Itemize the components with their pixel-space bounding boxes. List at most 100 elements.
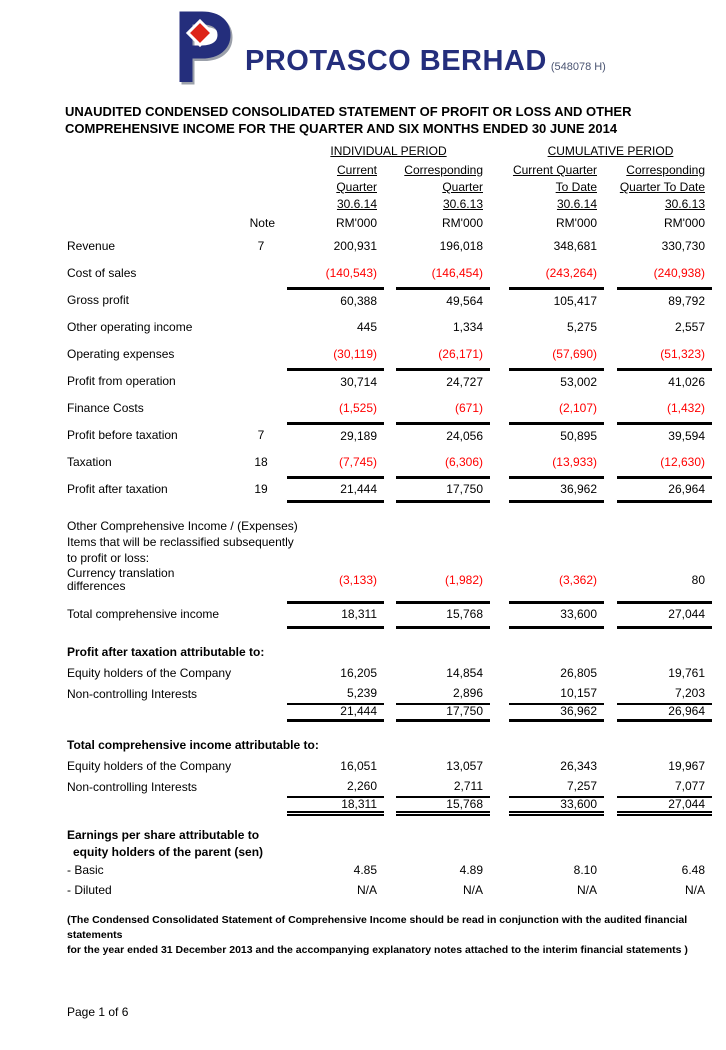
value-cell-c3: (13,933) bbox=[552, 454, 597, 469]
note-value: 7 bbox=[257, 238, 265, 253]
company-name: PROTASCO BERHAD bbox=[245, 45, 547, 77]
row-spacer bbox=[67, 593, 726, 601]
note-value: 19 bbox=[254, 481, 268, 496]
row-earnings-per-share-attributable-to: Earnings per share attributable to bbox=[67, 827, 726, 844]
column-header: Corresponding bbox=[626, 162, 705, 177]
value-cell-c2: 17,750 bbox=[396, 705, 490, 722]
value-cell-c3: 36,962 bbox=[509, 705, 604, 722]
row-spacer bbox=[67, 503, 726, 519]
value-cell-c3: 26,805 bbox=[560, 665, 597, 680]
row-label: Revenue bbox=[67, 238, 116, 253]
value-cell-c3: 7,257 bbox=[509, 777, 604, 798]
section-heading: Other Comprehensive Income / (Expenses) bbox=[67, 519, 298, 534]
column-unit-row: Note RM'000 RM'000 RM'000 RM'000 bbox=[67, 214, 726, 233]
row-profit-after-taxation-total: 21,444 17,750 36,962 26,964 bbox=[67, 705, 726, 722]
note-value bbox=[235, 314, 287, 341]
value-cell-c4: 41,026 bbox=[617, 368, 712, 395]
section-heading: Items that will be reclassified subseque… bbox=[67, 535, 294, 550]
value-cell-c3: N/A bbox=[576, 883, 597, 898]
value-cell-c2: 49,564 bbox=[396, 287, 490, 314]
footnote-line-2: for the year ended 31 December 2013 and … bbox=[67, 944, 688, 956]
value-cell-c1: 29,189 bbox=[287, 422, 384, 449]
row-label: Non-controlling Interests bbox=[67, 779, 198, 794]
column-date: 30.6.14 bbox=[556, 197, 597, 212]
value-cell-c1: 16,051 bbox=[340, 758, 377, 773]
value-cell-c3: 53,002 bbox=[509, 368, 604, 395]
value-cell-c1: (3,133) bbox=[338, 572, 377, 587]
row-label: Other operating income bbox=[67, 319, 193, 334]
column-unit: RM'000 bbox=[442, 215, 483, 230]
section-heading: Earnings per share attributable to bbox=[67, 827, 260, 842]
row-label: Finance Costs bbox=[67, 400, 144, 415]
row-cost-of-sales: Cost of sales (140,543) (146,454) (243,264)… bbox=[67, 260, 726, 287]
company-logo: PROTASCO BERHAD (548078 H) bbox=[163, 6, 726, 90]
value-cell-c1: N/A bbox=[356, 883, 377, 898]
cumulative-period-header: CUMULATIVE PERIOD bbox=[547, 143, 674, 158]
value-cell-c2: 1,334 bbox=[452, 319, 483, 334]
value-cell-c2: 2,711 bbox=[396, 777, 490, 798]
note-value bbox=[235, 881, 287, 901]
row-label: Equity holders of the Company bbox=[67, 758, 232, 773]
value-cell-c3: (2,107) bbox=[558, 400, 597, 415]
value-cell-c4: 6.48 bbox=[681, 863, 705, 878]
note-column-header: Note bbox=[249, 215, 275, 230]
note-value bbox=[235, 601, 287, 629]
column-header: Quarter To Date bbox=[619, 179, 705, 194]
value-cell-c1: 21,444 bbox=[287, 476, 384, 503]
value-cell-c1: (140,543) bbox=[325, 265, 377, 280]
column-date-row: 30.6.14 30.6.13 30.6.14 30.6.13 bbox=[67, 196, 726, 214]
column-header: To Date bbox=[555, 179, 597, 194]
note-value bbox=[235, 798, 287, 816]
value-cell-c3: 33,600 bbox=[509, 797, 604, 817]
note-value bbox=[235, 341, 287, 368]
row-finance-costs: Finance Costs (1,525) (671) (2,107) (1,432) bbox=[67, 395, 726, 422]
value-cell-c1: 60,388 bbox=[287, 287, 384, 314]
value-cell-c3: 33,600 bbox=[509, 601, 604, 629]
value-cell-c2: 14,854 bbox=[446, 665, 483, 680]
note-value bbox=[235, 395, 287, 422]
section-heading: Total comprehensive income attributable … bbox=[67, 738, 319, 753]
row-other-operating-income: Other operating income 445 1,334 5,275 2,557 bbox=[67, 314, 726, 341]
row-profit-after-taxation-attributable-to: Profit after taxation attributable to: bbox=[67, 643, 726, 663]
financial-statement-table: INDIVIDUAL PERIOD CUMULATIVE PERIOD Curr… bbox=[67, 141, 726, 901]
company-registration-number: (548078 H) bbox=[550, 61, 606, 73]
note-value: 18 bbox=[254, 454, 268, 469]
note-value bbox=[235, 567, 287, 593]
value-cell-c4: 26,964 bbox=[617, 705, 712, 722]
value-cell-c1: 30,714 bbox=[287, 368, 384, 395]
value-cell-c3: 8.10 bbox=[573, 863, 597, 878]
title-line-1: UNAUDITED CONDENSED CONSOLIDATED STATEME… bbox=[65, 104, 632, 119]
value-cell-c2: 24,727 bbox=[396, 368, 490, 395]
row-label: Gross profit bbox=[67, 292, 130, 307]
row-label bbox=[67, 798, 235, 816]
row-spacer bbox=[67, 629, 726, 643]
footnote: (The Condensed Consolidated Statement of… bbox=[67, 913, 715, 958]
row-equity-holders-of-the-company: Equity holders of the Company 16,051 13,05… bbox=[67, 756, 726, 777]
value-cell-c4: 7,077 bbox=[617, 777, 712, 798]
value-cell-c4: 19,761 bbox=[668, 665, 705, 680]
value-cell-c2: N/A bbox=[462, 883, 483, 898]
value-cell-c3: 26,343 bbox=[560, 758, 597, 773]
column-header: Quarter bbox=[336, 179, 377, 194]
value-cell-c3: 36,962 bbox=[509, 476, 604, 503]
note-value bbox=[235, 861, 287, 881]
value-cell-c4: 7,203 bbox=[617, 684, 712, 705]
page-number: Page 1 of 6 bbox=[67, 1005, 129, 1019]
row-label: Equity holders of the Company bbox=[67, 665, 232, 680]
row-label: Profit from operation bbox=[67, 373, 176, 388]
value-cell-c1: 16,205 bbox=[340, 665, 377, 680]
note-value bbox=[235, 368, 287, 395]
row-label: Cost of sales bbox=[67, 265, 137, 280]
row-spacer bbox=[67, 815, 726, 827]
protasco-p-icon bbox=[179, 11, 233, 85]
value-cell-c2: 196,018 bbox=[439, 238, 483, 253]
row-taxation: Taxation 18 (7,745) (6,306) (13,933) (12,630) bbox=[67, 449, 726, 476]
period-group-header-row: INDIVIDUAL PERIOD CUMULATIVE PERIOD bbox=[67, 141, 726, 162]
row-equity-holders-of-the-parent-sen: equity holders of the parent (sen) bbox=[67, 844, 726, 861]
row-profit-after-taxation: Profit after taxation 19 21,444 17,750 36,96… bbox=[67, 476, 726, 503]
value-cell-c3: (57,690) bbox=[552, 346, 597, 361]
value-cell-c4: 26,964 bbox=[617, 476, 712, 503]
row-profit-from-operation: Profit from operation 30,714 24,727 53,002 4… bbox=[67, 368, 726, 395]
row-gross-profit: Gross profit 60,388 49,564 105,417 89,792 bbox=[67, 287, 726, 314]
value-cell-c2: (6,306) bbox=[444, 454, 483, 469]
